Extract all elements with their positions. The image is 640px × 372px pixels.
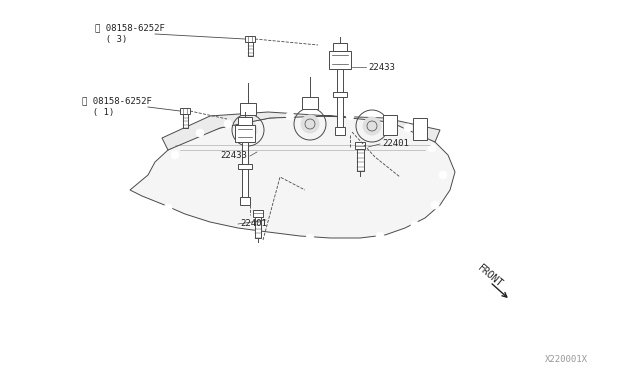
FancyBboxPatch shape xyxy=(413,118,427,140)
FancyBboxPatch shape xyxy=(238,117,252,125)
Text: FRONT: FRONT xyxy=(476,263,505,289)
Circle shape xyxy=(431,201,439,209)
FancyBboxPatch shape xyxy=(329,51,351,69)
Text: 22433: 22433 xyxy=(368,62,395,71)
FancyBboxPatch shape xyxy=(245,36,255,42)
Circle shape xyxy=(301,115,319,133)
Circle shape xyxy=(196,129,204,137)
FancyBboxPatch shape xyxy=(180,108,190,114)
Polygon shape xyxy=(162,112,440,150)
Text: Ⓑ 08158-6252F
  ( 1): Ⓑ 08158-6252F ( 1) xyxy=(82,97,152,118)
Text: 22401: 22401 xyxy=(382,140,409,148)
Circle shape xyxy=(376,232,384,240)
Text: Ⓑ 08158-6252F
  ( 3): Ⓑ 08158-6252F ( 3) xyxy=(95,23,165,44)
Polygon shape xyxy=(130,116,455,238)
Circle shape xyxy=(439,171,447,179)
FancyBboxPatch shape xyxy=(302,97,318,109)
Circle shape xyxy=(286,112,294,120)
FancyBboxPatch shape xyxy=(355,142,365,149)
FancyBboxPatch shape xyxy=(356,149,364,171)
Circle shape xyxy=(346,112,354,120)
Text: X220001X: X220001X xyxy=(545,355,588,364)
FancyBboxPatch shape xyxy=(182,114,188,128)
Text: 22433: 22433 xyxy=(220,151,247,160)
Circle shape xyxy=(306,234,314,242)
Circle shape xyxy=(363,117,381,135)
FancyBboxPatch shape xyxy=(238,164,252,169)
FancyBboxPatch shape xyxy=(333,43,347,51)
Circle shape xyxy=(411,221,419,229)
FancyBboxPatch shape xyxy=(242,142,248,197)
Circle shape xyxy=(239,121,257,139)
Circle shape xyxy=(244,231,252,239)
Text: 22401: 22401 xyxy=(240,219,267,228)
FancyBboxPatch shape xyxy=(240,103,256,115)
Circle shape xyxy=(164,204,172,212)
Circle shape xyxy=(404,124,412,132)
FancyBboxPatch shape xyxy=(335,127,345,135)
FancyBboxPatch shape xyxy=(234,125,255,142)
FancyBboxPatch shape xyxy=(337,69,343,127)
Circle shape xyxy=(428,144,436,152)
Circle shape xyxy=(224,120,232,128)
FancyBboxPatch shape xyxy=(383,115,397,135)
FancyBboxPatch shape xyxy=(253,210,263,217)
FancyBboxPatch shape xyxy=(333,92,347,97)
Circle shape xyxy=(171,151,179,159)
FancyBboxPatch shape xyxy=(255,217,261,238)
FancyBboxPatch shape xyxy=(248,42,253,56)
FancyBboxPatch shape xyxy=(240,197,250,205)
Circle shape xyxy=(196,221,204,229)
